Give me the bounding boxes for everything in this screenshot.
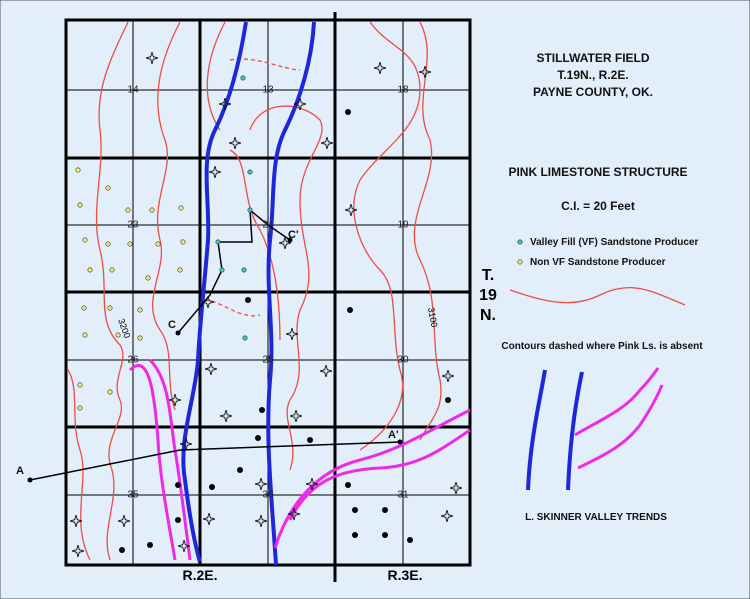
county: PAYNE COUNTY, OK. bbox=[533, 85, 653, 99]
township-label: T. bbox=[482, 267, 494, 284]
cross-section-lines bbox=[29, 208, 401, 481]
cross-section-label: C bbox=[168, 319, 176, 331]
section-number: 30 bbox=[397, 355, 409, 366]
legend-trends: L. SKINNER VALLEY TRENDS bbox=[525, 512, 667, 523]
labels: STILLWATER FIELD T.19N., R.2E. PAYNE COU… bbox=[16, 51, 703, 583]
section-number: 19 bbox=[397, 220, 409, 231]
title: STILLWATER FIELD bbox=[536, 51, 649, 65]
section-number: 35 bbox=[127, 490, 139, 501]
cross-section-label: A' bbox=[388, 429, 399, 441]
range-label: R.2E. bbox=[182, 567, 217, 583]
contours bbox=[67, 21, 686, 561]
township: T.19N., R.2E. bbox=[557, 68, 628, 82]
township-label: 19 bbox=[479, 287, 497, 304]
valleys bbox=[128, 21, 664, 566]
cross-section-label: C' bbox=[288, 229, 299, 241]
section-number: 14 bbox=[127, 85, 139, 96]
legend-vf: Valley Fill (VF) Sandstone Producer bbox=[530, 237, 698, 248]
legend-non-vf: Non VF Sandstone Producer bbox=[530, 257, 666, 268]
contour-label: 3100 bbox=[426, 307, 439, 328]
wells bbox=[27, 52, 523, 557]
range-label: R.3E. bbox=[387, 567, 422, 583]
interval: C.I. = 20 Feet bbox=[561, 199, 635, 213]
township-label: N. bbox=[480, 307, 496, 324]
section-number: 25 bbox=[262, 355, 274, 366]
structure-title: PINK LIMESTONE STRUCTURE bbox=[508, 165, 687, 179]
section-number: 26 bbox=[127, 355, 139, 366]
section-number: 13 bbox=[262, 85, 274, 96]
cross-section-label: A bbox=[16, 465, 24, 477]
grid bbox=[64, 12, 472, 582]
section-number: 31 bbox=[397, 490, 409, 501]
legend-dashed: Contours dashed where Pink Ls. is absent bbox=[501, 341, 703, 352]
legend-contour bbox=[509, 287, 686, 306]
section-number: 23 bbox=[127, 220, 139, 231]
section-number: 36 bbox=[262, 490, 274, 501]
section-number: 18 bbox=[397, 85, 409, 96]
section-number: 24 bbox=[262, 220, 274, 231]
